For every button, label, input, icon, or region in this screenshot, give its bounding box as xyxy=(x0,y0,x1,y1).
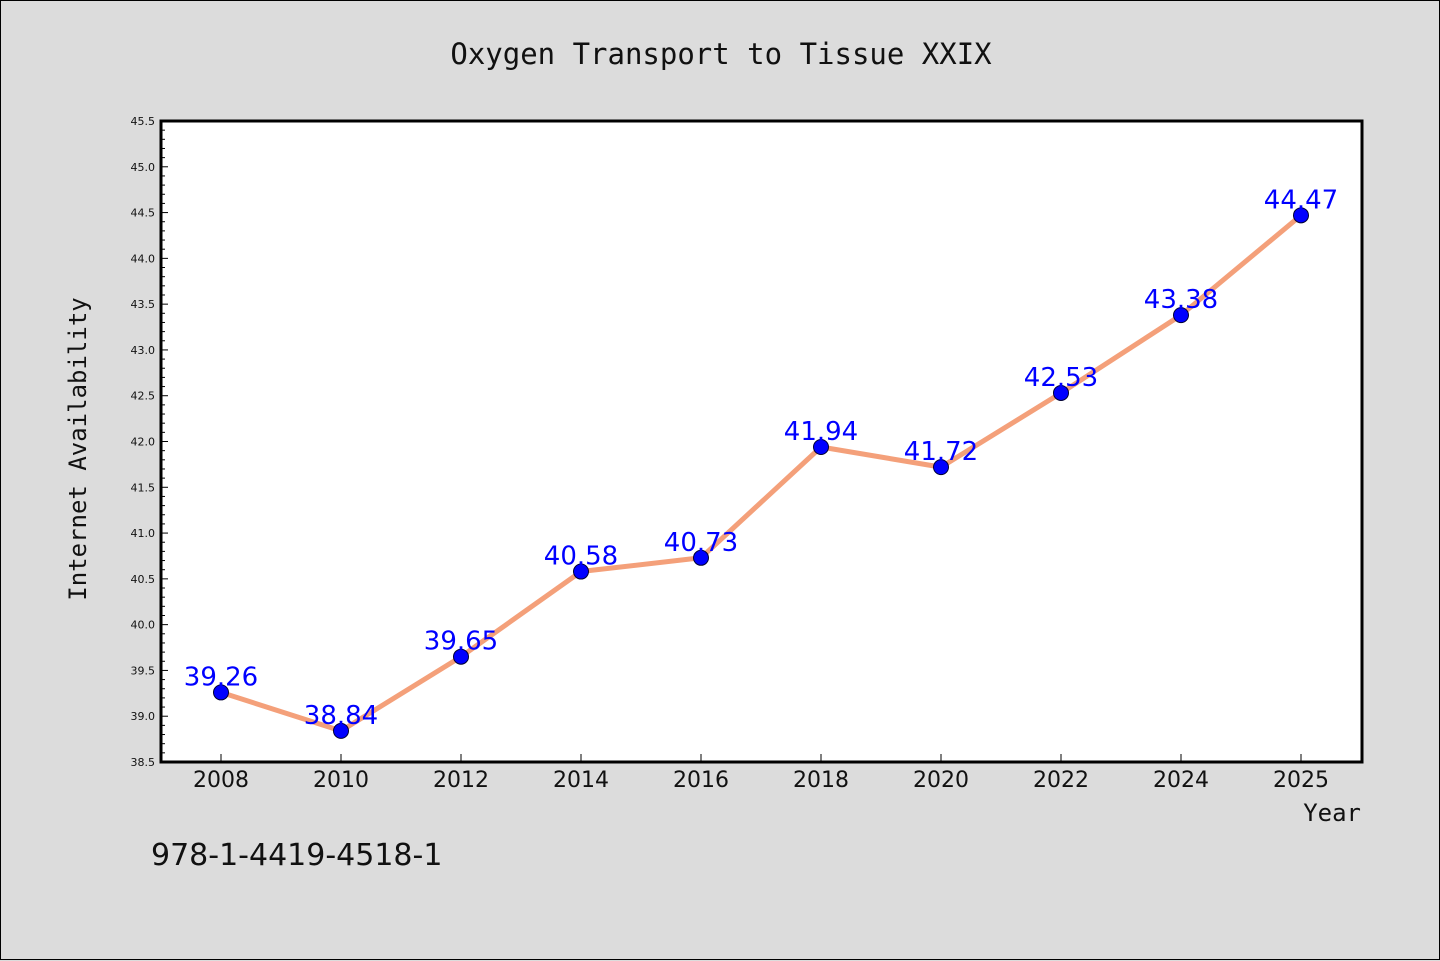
x-axis: 2008 2010 2012 2014 2016 2018 2020 2022 2024 2025 xyxy=(193,754,1329,793)
x-tick-label: 2016 xyxy=(673,768,729,793)
data-point xyxy=(1053,384,1069,401)
x-tick-label: 2012 xyxy=(433,768,489,793)
isbn-text: 978-1-4419-4518-1 xyxy=(151,838,442,873)
data-labels: 39.26 38.84 39.65 40.58 40.73 41.94 41.72 42.53… xyxy=(184,185,1338,731)
x-axis-label: Year xyxy=(1303,799,1361,827)
data-point xyxy=(213,684,229,701)
data-label: 41.94 xyxy=(784,417,858,447)
x-tick-label: 2018 xyxy=(793,768,849,793)
data-label: 40.73 xyxy=(664,528,738,558)
data-point xyxy=(453,648,469,665)
data-point xyxy=(573,563,589,580)
data-label: 44.47 xyxy=(1264,185,1338,215)
y-tick-label: 41.5 xyxy=(131,481,156,494)
x-tick-label: 2014 xyxy=(553,768,609,793)
y-tick-label: 45.5 xyxy=(131,115,156,128)
x-tick-label: 2022 xyxy=(1033,768,1089,793)
series-line xyxy=(220,213,1303,734)
data-point xyxy=(333,722,349,739)
y-axis: 38.5 39.0 39.5 40.0 40.5 41.0 41.5 42.0 42.5 43.0… xyxy=(131,115,168,769)
data-point xyxy=(693,549,709,566)
y-tick-label: 43.5 xyxy=(131,298,156,311)
y-tick-label: 39.0 xyxy=(131,710,156,723)
x-tick-label: 2010 xyxy=(313,768,369,793)
data-label: 39.65 xyxy=(424,627,498,657)
data-label: 38.84 xyxy=(304,701,378,731)
x-tick-label: 2008 xyxy=(193,768,249,793)
x-tick-label: 2020 xyxy=(913,768,969,793)
y-tick-label: 42.0 xyxy=(131,436,156,449)
y-tick-label: 44.0 xyxy=(131,252,156,265)
x-tick-label: 2024 xyxy=(1153,768,1209,793)
data-label: 39.26 xyxy=(184,662,258,692)
y-tick-label: 40.0 xyxy=(131,619,156,632)
y-tick-label: 39.5 xyxy=(131,664,156,677)
data-label: 40.58 xyxy=(544,542,618,572)
chart-title: Oxygen Transport to Tissue XXIX xyxy=(450,37,992,71)
data-label: 42.53 xyxy=(1024,363,1098,393)
y-tick-label: 41.0 xyxy=(131,527,156,540)
data-series xyxy=(213,207,1309,739)
data-label: 43.38 xyxy=(1144,285,1218,315)
y-tick-label: 42.5 xyxy=(131,390,156,403)
data-point xyxy=(933,459,949,476)
plot-area xyxy=(159,119,1364,764)
x-tick-label: 2025 xyxy=(1273,768,1329,793)
y-tick-label: 45.0 xyxy=(131,161,156,174)
y-tick-label: 44.5 xyxy=(131,207,156,220)
y-tick-label: 38.5 xyxy=(131,756,156,769)
y-axis-label: Internet Availability xyxy=(64,297,92,600)
y-tick-label: 40.5 xyxy=(131,573,156,586)
y-tick-label: 43.0 xyxy=(131,344,156,357)
data-point xyxy=(1293,207,1309,224)
data-label: 41.72 xyxy=(904,437,978,467)
data-point xyxy=(813,438,829,455)
data-point xyxy=(1173,307,1189,324)
